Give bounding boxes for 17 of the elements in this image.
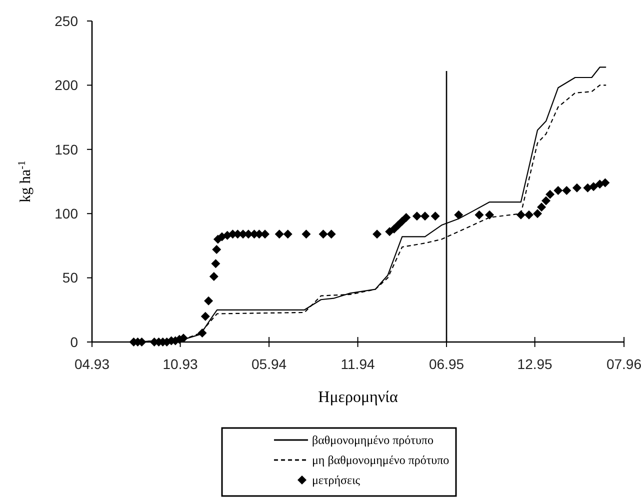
legend-label: μετρήσεις: [312, 473, 360, 488]
legend-label: βαθμονομημένο πρότυπο: [312, 433, 434, 448]
y-tick-label: 0: [70, 334, 78, 350]
x-tick-label: 05.94: [252, 356, 287, 372]
y-tick-label: 200: [54, 77, 78, 94]
x-tick-label: 10.93: [162, 356, 198, 372]
x-axis-title: Ημερομηνία: [318, 389, 398, 406]
y-tick-label: 250: [54, 12, 78, 29]
x-tick-label: 12.95: [517, 356, 553, 372]
y-tick-label: 100: [54, 206, 78, 222]
x-tick-label: 07.96: [606, 356, 641, 372]
x-tick-label: 04.93: [74, 356, 110, 372]
x-tick-label: 06.95: [428, 356, 464, 372]
y-tick-label: 150: [54, 141, 78, 158]
legend-label: μη βαθμονομημένο πρότυπο: [312, 453, 450, 468]
y-tick-label: 50: [62, 270, 78, 286]
x-tick-label: 11.94: [340, 356, 375, 372]
